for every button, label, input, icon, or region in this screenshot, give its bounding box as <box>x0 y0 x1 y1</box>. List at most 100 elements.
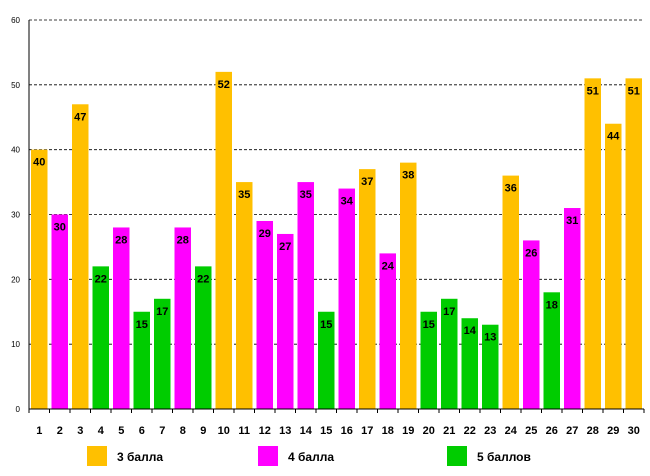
bar <box>625 78 642 409</box>
x-tick-label: 25 <box>525 425 537 437</box>
bar <box>400 162 417 409</box>
data-label: 38 <box>402 170 414 182</box>
x-tick-label: 12 <box>259 425 271 437</box>
data-label: 24 <box>382 260 395 272</box>
y-tick-label: 20 <box>11 275 20 284</box>
data-label: 17 <box>156 306 168 318</box>
data-label: 22 <box>197 273 209 285</box>
x-tick-label: 3 <box>77 425 83 437</box>
x-tick-label: 4 <box>98 425 105 437</box>
bar <box>441 298 458 409</box>
bar <box>543 292 560 409</box>
data-label: 15 <box>320 319 332 331</box>
x-tick-label: 23 <box>484 425 496 437</box>
bar <box>215 71 232 409</box>
data-label: 15 <box>136 319 148 331</box>
bar <box>51 214 68 409</box>
data-label: 40 <box>33 157 45 169</box>
bar <box>133 311 150 409</box>
x-tick-label: 1 <box>36 425 42 437</box>
x-tick-label: 13 <box>279 425 291 437</box>
data-label: 34 <box>341 196 354 208</box>
data-label: 44 <box>607 131 620 143</box>
y-tick-label: 10 <box>11 340 20 349</box>
data-label: 35 <box>300 189 312 201</box>
data-label: 22 <box>95 273 107 285</box>
x-tick-label: 17 <box>361 425 373 437</box>
data-label: 51 <box>628 85 640 97</box>
y-tick-label: 60 <box>11 16 20 25</box>
x-axis-ticks: 1 2 3 4 5 6 7 8 9 10 11 12 13 14 15 16 17 18 19 20 21 22 23 24 2… <box>36 425 640 437</box>
data-label: 14 <box>464 325 477 337</box>
bar <box>482 324 499 409</box>
bar <box>236 182 253 409</box>
bar <box>31 149 48 409</box>
x-tick-label: 5 <box>118 425 124 437</box>
y-tick-label: 50 <box>11 81 20 90</box>
x-tick-label: 7 <box>159 425 165 437</box>
x-tick-label: 27 <box>566 425 578 437</box>
axes <box>28 20 645 413</box>
bar <box>379 253 396 409</box>
bar <box>584 78 601 409</box>
data-label: 27 <box>279 241 291 253</box>
x-tick-label: 8 <box>180 425 186 437</box>
bar <box>502 175 519 409</box>
grid-lines <box>29 19 644 345</box>
x-tick-label: 21 <box>443 425 455 437</box>
data-label: 18 <box>546 299 558 311</box>
y-tick-label: 30 <box>11 211 20 220</box>
data-label: 37 <box>361 176 373 188</box>
bar <box>420 311 437 409</box>
data-label: 47 <box>74 111 86 123</box>
bar <box>523 240 540 409</box>
data-label: 28 <box>115 234 127 246</box>
x-tick-label: 24 <box>505 425 518 437</box>
data-label: 15 <box>423 319 435 331</box>
x-tick-label: 19 <box>402 425 414 437</box>
bar <box>113 227 130 409</box>
bar <box>277 233 294 409</box>
data-label: 51 <box>587 85 599 97</box>
legend-swatch <box>87 446 107 466</box>
y-axis-ticks: 0 10 20 30 40 50 60 <box>11 16 20 414</box>
legend-label: 3 балла <box>117 450 163 464</box>
x-tick-label: 16 <box>341 425 353 437</box>
x-tick-label: 29 <box>607 425 619 437</box>
data-label: 28 <box>177 234 189 246</box>
x-tick-label: 18 <box>382 425 394 437</box>
data-labels: 40 30 47 22 28 15 17 28 22 52 35 29 27 35 15 34 37 24 38 15… <box>33 79 640 344</box>
x-tick-label: 6 <box>139 425 145 437</box>
bar <box>297 182 314 409</box>
bar <box>154 298 171 409</box>
bar <box>195 266 212 409</box>
data-label: 31 <box>566 215 578 227</box>
data-label: 13 <box>484 332 496 344</box>
bar <box>564 208 581 409</box>
x-tick-label: 9 <box>200 425 206 437</box>
legend: 3 балла 4 балла 5 баллов <box>87 446 531 466</box>
bar <box>605 123 622 409</box>
x-tick-label: 15 <box>320 425 332 437</box>
x-tick-label: 26 <box>546 425 558 437</box>
data-label: 35 <box>238 189 250 201</box>
x-tick-label: 2 <box>57 425 63 437</box>
data-label: 52 <box>218 79 230 91</box>
y-tick-label: 40 <box>11 146 20 155</box>
legend-label: 5 баллов <box>477 450 531 464</box>
bar <box>338 188 355 409</box>
data-label: 26 <box>525 247 537 259</box>
bars <box>31 71 642 410</box>
x-tick-label: 10 <box>218 425 230 437</box>
data-label: 36 <box>505 183 517 195</box>
data-label: 29 <box>259 228 271 240</box>
bar <box>72 104 89 410</box>
data-label: 17 <box>443 306 455 318</box>
x-tick-label: 22 <box>464 425 476 437</box>
x-tick-label: 14 <box>300 425 313 437</box>
x-tick-label: 28 <box>587 425 599 437</box>
data-label: 30 <box>54 222 66 234</box>
x-tick-label: 30 <box>628 425 640 437</box>
bar <box>92 266 109 409</box>
x-tick-label: 20 <box>423 425 435 437</box>
